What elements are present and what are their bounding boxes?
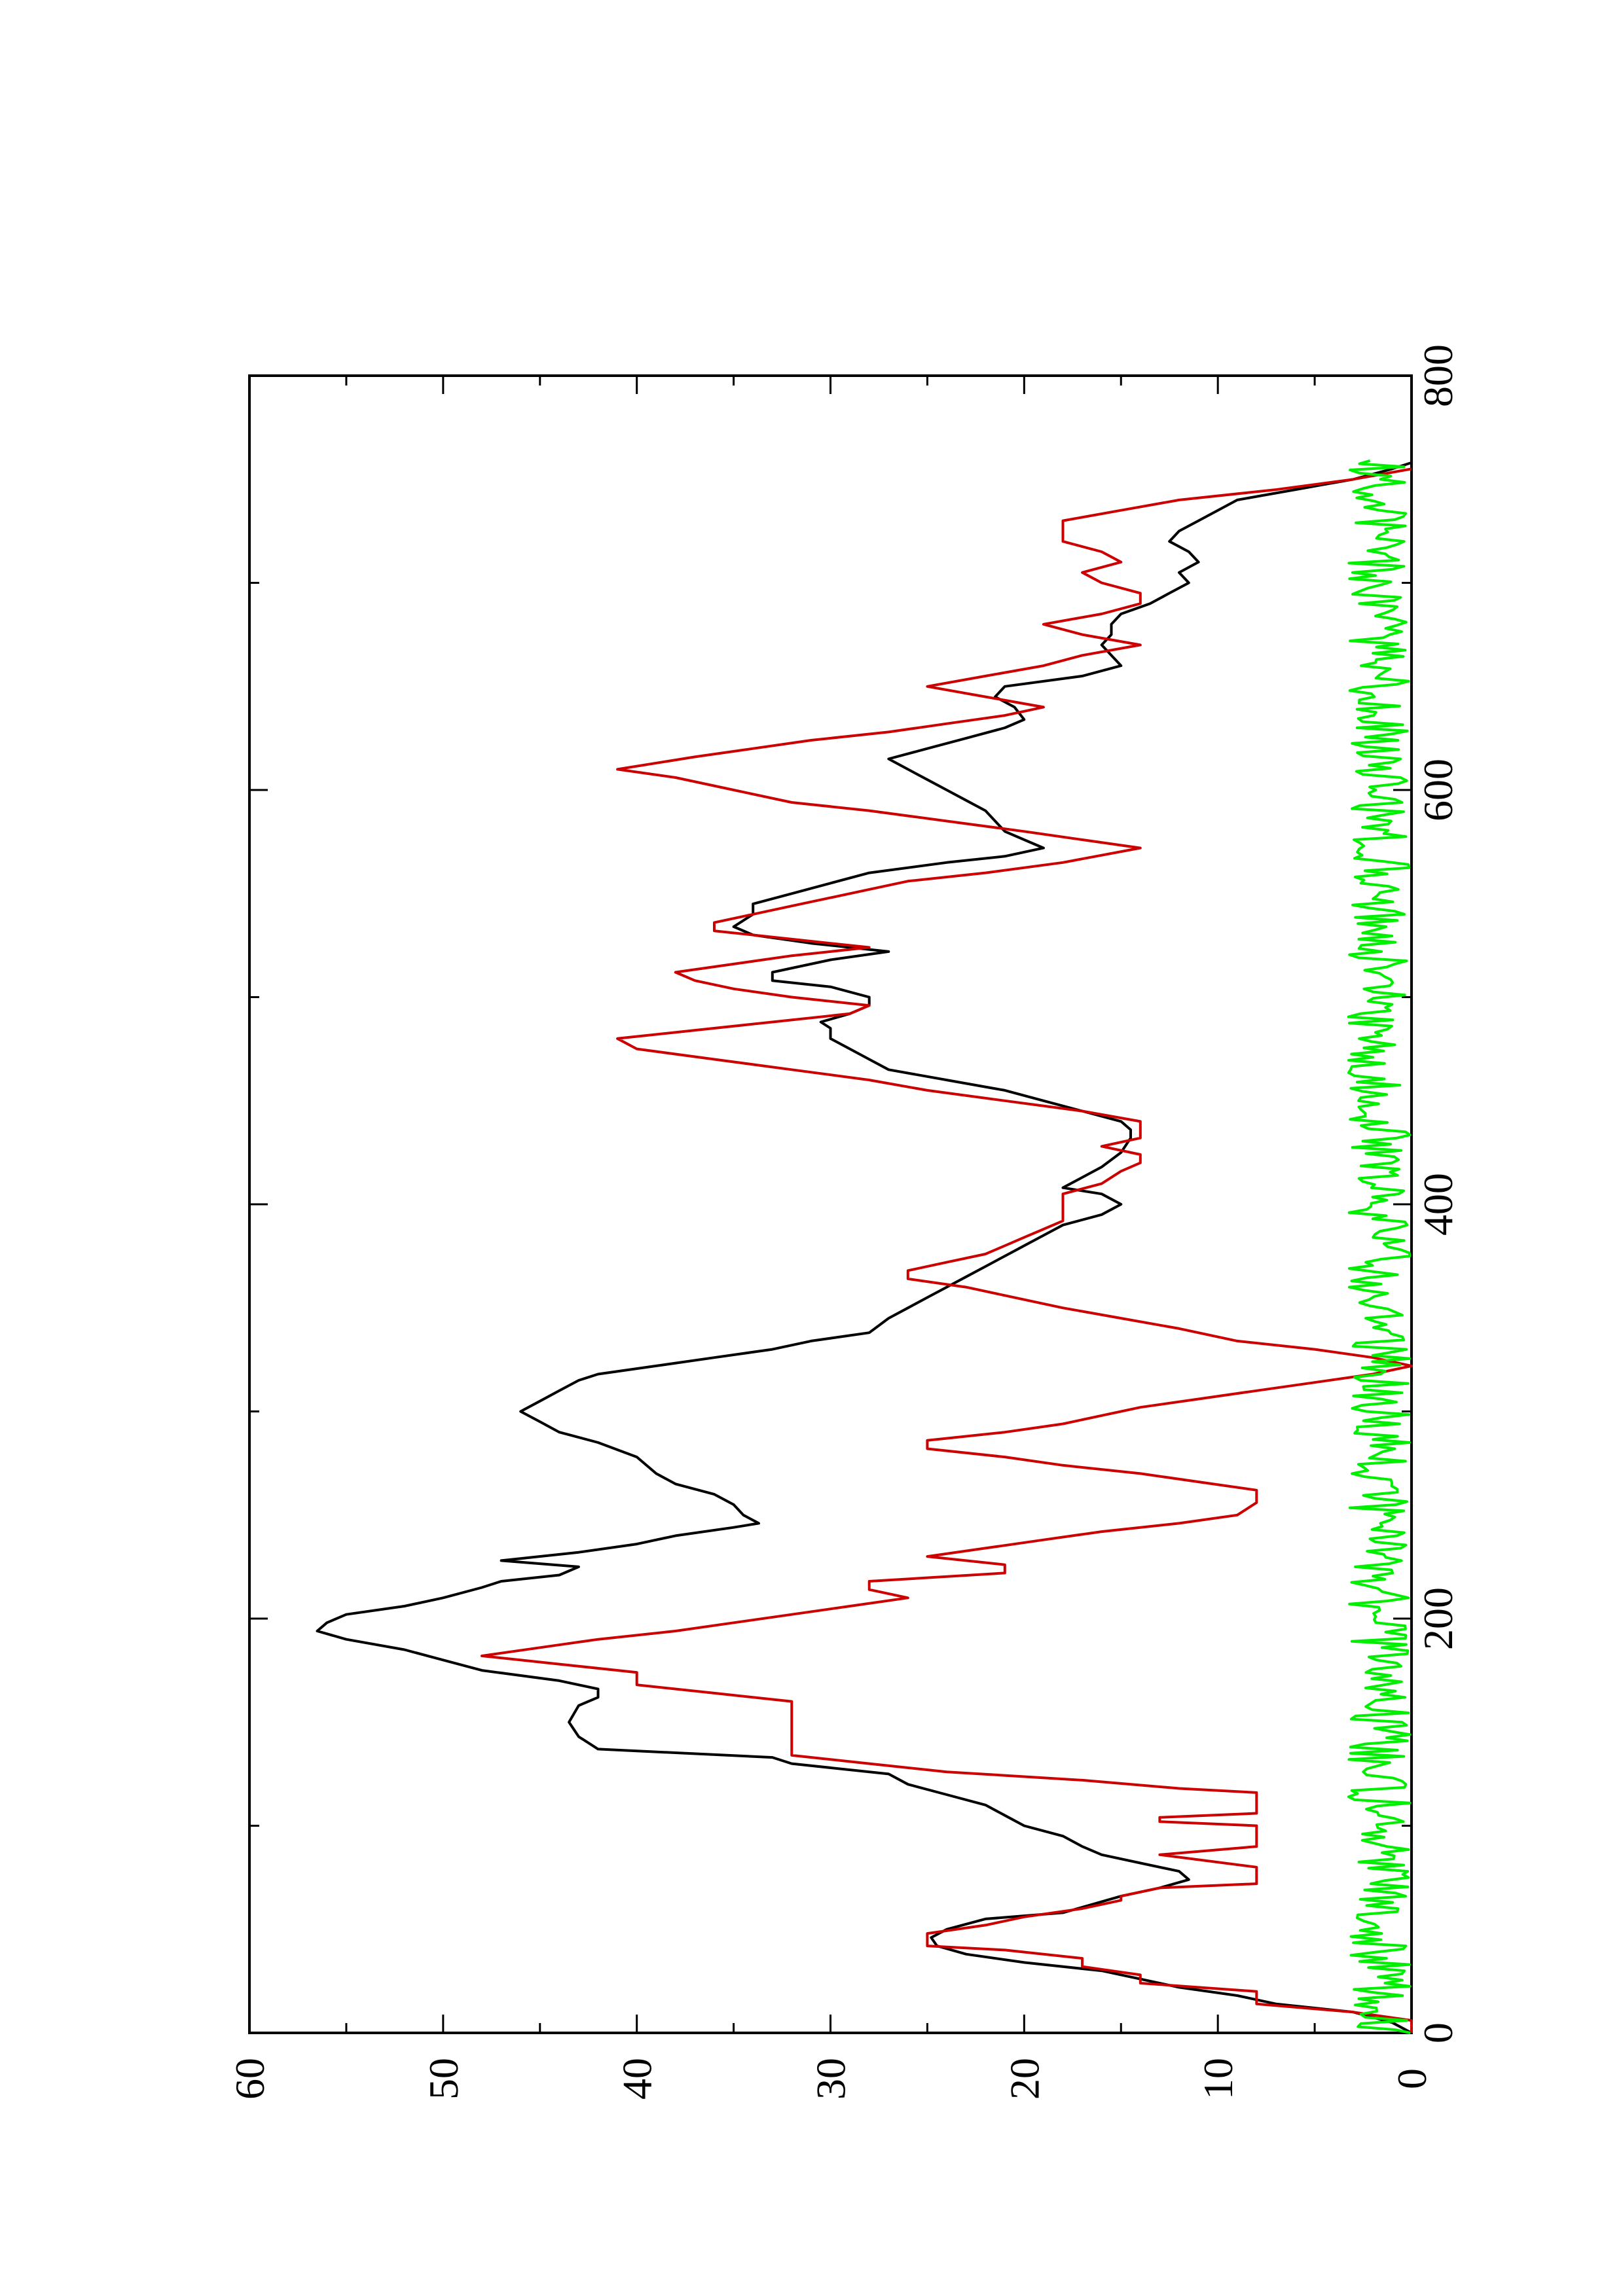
x-tick-label: 800 <box>1415 344 1461 407</box>
y-tick-label: 60 <box>227 2058 273 2100</box>
series-line-3 <box>1347 459 1412 2034</box>
series-group <box>316 459 1413 2034</box>
x-tick-label: 400 <box>1415 1173 1461 1236</box>
axis-ticks <box>248 374 1413 2034</box>
series-line-2 <box>481 467 1413 2033</box>
x-tick-label: 200 <box>1415 1587 1461 1650</box>
y-tick-label: 40 <box>614 2058 661 2100</box>
y-tick-label: 0 <box>1389 2068 1435 2089</box>
y-tick-label: 20 <box>1001 2058 1048 2100</box>
y-tick-label: 30 <box>808 2058 854 2100</box>
axis-tick-labels: 0 200 400 600 800 0 10 20 30 40 50 60 <box>227 344 1461 2100</box>
x-tick-label: 600 <box>1415 759 1461 821</box>
y-tick-label: 10 <box>1195 2058 1241 2100</box>
plot-frame <box>248 374 1413 2034</box>
x-tick-label: 0 <box>1415 2022 1461 2043</box>
y-tick-label: 50 <box>420 2058 467 2100</box>
series-line-1 <box>316 461 1412 2034</box>
